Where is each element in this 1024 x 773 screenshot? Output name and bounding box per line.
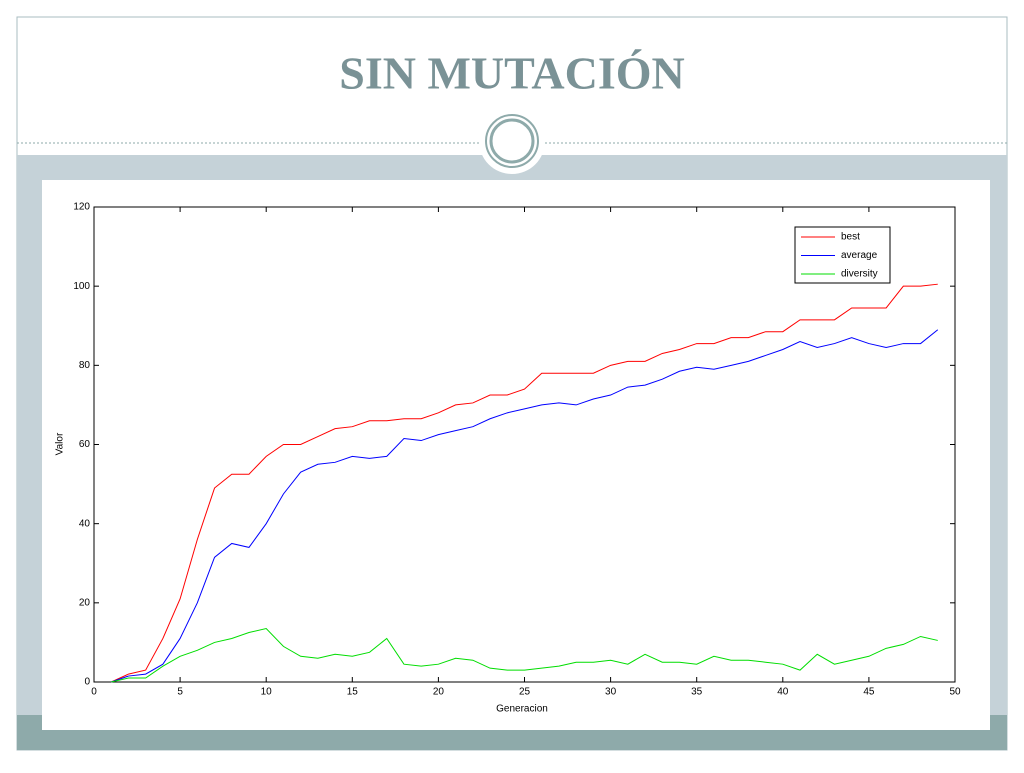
y-tick-label: 0 — [84, 677, 90, 688]
y-tick-label: 20 — [79, 597, 91, 608]
series-line — [111, 329, 939, 683]
x-tick-label: 10 — [261, 687, 273, 698]
y-tick-label: 40 — [79, 518, 91, 529]
x-axis-label: Generacion — [496, 704, 548, 715]
ornament — [485, 114, 539, 168]
y-tick-label: 80 — [79, 360, 91, 371]
x-tick-label: 15 — [347, 687, 359, 698]
legend-label: diversity — [841, 269, 878, 280]
slide-title: SIN MUTACIÓN — [339, 48, 684, 99]
y-axis-label: Valor — [55, 432, 66, 455]
y-tick-label: 60 — [79, 439, 91, 450]
ornament — [479, 108, 545, 174]
x-tick-label: 35 — [691, 687, 703, 698]
y-tick-label: 100 — [73, 281, 90, 292]
x-tick-label: 30 — [605, 687, 617, 698]
ornament — [489, 118, 535, 164]
series-line — [111, 283, 938, 683]
x-tick-label: 5 — [177, 687, 183, 698]
x-tick-label: 40 — [777, 687, 789, 698]
x-tick-label: 45 — [863, 687, 875, 698]
x-tick-label: 25 — [519, 687, 531, 698]
plot-area — [93, 206, 956, 683]
legend-label: best — [841, 232, 860, 243]
y-tick-label: 120 — [73, 202, 90, 213]
x-tick-label: 0 — [91, 687, 97, 698]
series-line — [111, 628, 938, 683]
x-tick-label: 50 — [949, 687, 961, 698]
x-tick-label: 20 — [433, 687, 445, 698]
legend-label: average — [841, 250, 878, 261]
